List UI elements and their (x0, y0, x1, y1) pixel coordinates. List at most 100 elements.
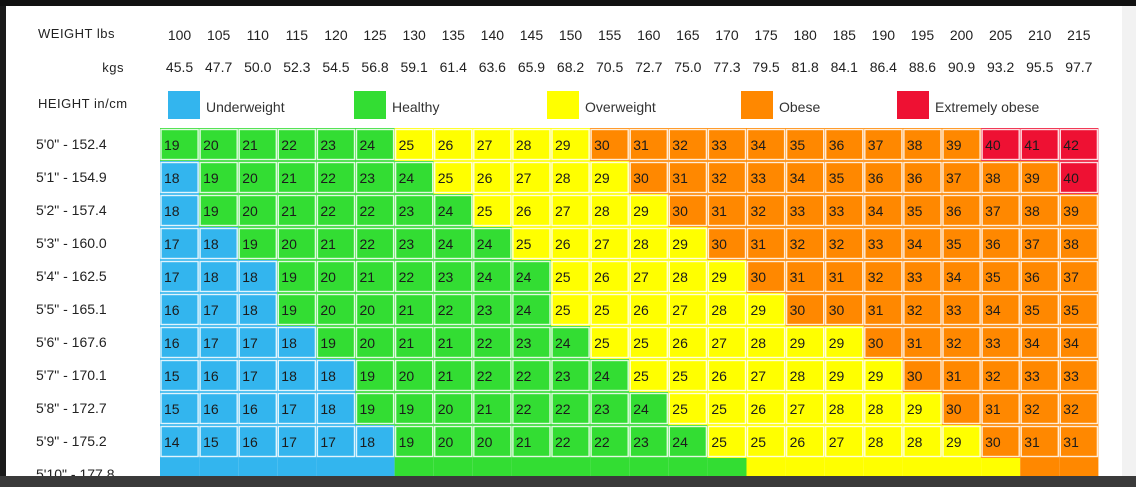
bmi-cell-border (1059, 326, 1099, 359)
bmi-cell-border (394, 392, 434, 425)
bmi-cell-bg (160, 392, 200, 425)
bmi-cell-value: 28 (555, 170, 571, 186)
bmi-cell-value: 20 (438, 434, 454, 450)
bmi-cell-value: 20 (320, 302, 336, 318)
height-row-label: 5'3" - 160.0 (36, 235, 107, 251)
bmi-cell-bg (433, 359, 473, 392)
bmi-cell-value: 22 (320, 203, 336, 219)
bmi-cell-bg (981, 161, 1021, 194)
bmi-cell-border (1059, 260, 1099, 293)
bmi-cell-bg (277, 293, 317, 326)
bmi-cell-value: 23 (516, 335, 532, 351)
bmi-cell-bg (629, 392, 669, 425)
bmi-cell-bg (1020, 194, 1060, 227)
bmi-cell-bg (238, 359, 278, 392)
bmi-cell-border (668, 392, 708, 425)
bmi-cell-value: 24 (594, 368, 610, 384)
bmi-cell-border (668, 425, 708, 458)
bmi-cell-border (551, 260, 590, 293)
bmi-cell-bg-partial (668, 458, 708, 476)
bmi-cell-border (629, 293, 669, 326)
bmi-cell-value: 39 (1063, 203, 1079, 219)
bmi-cell-value: 22 (555, 434, 571, 450)
bmi-cell-bg (355, 326, 395, 359)
bmi-cell-border (473, 425, 512, 458)
bmi-cell-bg-partial (1020, 458, 1060, 476)
bmi-cell-value: 29 (594, 170, 610, 186)
bmi-cell-value: 20 (360, 335, 376, 351)
bmi-cell-value: 18 (242, 269, 258, 285)
kgs-tick-label: 84.1 (831, 59, 858, 75)
bmi-cell-border (1020, 227, 1060, 260)
bmi-cell-value: 16 (164, 335, 180, 351)
bmi-cell-bg (629, 326, 669, 359)
bmi-cell-value: 16 (203, 368, 219, 384)
bmi-cell-bg (238, 326, 278, 359)
bmi-cell-bg (511, 293, 551, 326)
bmi-cell-value: 20 (438, 401, 454, 417)
lbs-tick-label: 150 (559, 27, 583, 43)
bmi-cell-bg-partial (863, 458, 903, 476)
bmi-cell-border (394, 227, 434, 260)
bmi-cell-bg (746, 227, 786, 260)
bmi-cell-bg (863, 227, 903, 260)
bmi-cell-border (512, 359, 551, 392)
height-row-label: 5'0" - 152.4 (36, 136, 107, 152)
bmi-cell-bg (746, 326, 786, 359)
bmi-cell-border (394, 260, 434, 293)
bmi-cell-bg (277, 161, 317, 194)
bmi-cell-bg (668, 392, 708, 425)
bmi-cell-border (903, 425, 942, 458)
bmi-cell-bg (824, 425, 864, 458)
bmi-cell-value: 42 (1063, 137, 1079, 153)
bmi-cell-bg (902, 227, 942, 260)
bmi-cell-bg-partial (238, 458, 278, 476)
bmi-cell-value: 21 (438, 368, 454, 384)
bmi-cell-bg (629, 194, 669, 227)
bmi-cell-border (785, 359, 825, 392)
bmi-cell-border (981, 227, 1020, 260)
bmi-cell-value: 26 (790, 434, 806, 450)
bmi-cell-border (316, 194, 356, 227)
bmi-cell-value: 25 (516, 236, 532, 252)
bmi-cell-value: 26 (555, 236, 571, 252)
bmi-cell-value: 37 (868, 137, 884, 153)
bmi-cell-value: 23 (320, 137, 336, 153)
bmi-cell-bg (942, 161, 982, 194)
bmi-cell-value: 20 (242, 170, 258, 186)
bmi-cell-bg (394, 260, 434, 293)
bmi-cell-value: 35 (1063, 302, 1079, 318)
bmi-cell-value: 23 (477, 302, 493, 318)
bmi-cell-border (590, 293, 629, 326)
lbs-tick-label: 190 (872, 27, 896, 43)
bmi-cell-value: 24 (438, 236, 454, 252)
bmi-cell-border (473, 326, 512, 359)
bmi-cell-bg (199, 359, 239, 392)
bmi-cell-value: 25 (594, 335, 610, 351)
bmi-cell-bg (902, 161, 942, 194)
bmi-cell-value: 29 (790, 335, 806, 351)
lbs-tick-label: 120 (324, 27, 348, 43)
bmi-cell-bg (238, 161, 278, 194)
bmi-cell-value: 36 (868, 170, 884, 186)
bmi-cell-bg (590, 227, 630, 260)
bmi-cell-value: 17 (164, 269, 180, 285)
kgs-tick-label: 59.1 (401, 59, 428, 75)
bmi-cell-border (238, 194, 277, 227)
bmi-cell-bg (355, 359, 395, 392)
bmi-cell-value: 25 (711, 401, 727, 417)
bmi-cell-bg (785, 260, 825, 293)
bmi-cell-border (434, 359, 473, 392)
bmi-cell-border (746, 128, 786, 161)
bmi-cell-border (1059, 128, 1099, 161)
bmi-cell-bg (238, 227, 278, 260)
bmi-cell-bg (238, 425, 278, 458)
bmi-cell-value: 25 (633, 368, 649, 384)
bmi-cell-bg (590, 260, 630, 293)
bmi-cell-bg-partial (981, 458, 1021, 476)
kgs-tick-label: 70.5 (596, 59, 623, 75)
lbs-tick-label: 160 (637, 27, 661, 43)
bmi-cell-value: 17 (281, 401, 297, 417)
bmi-cell-bg (981, 326, 1021, 359)
